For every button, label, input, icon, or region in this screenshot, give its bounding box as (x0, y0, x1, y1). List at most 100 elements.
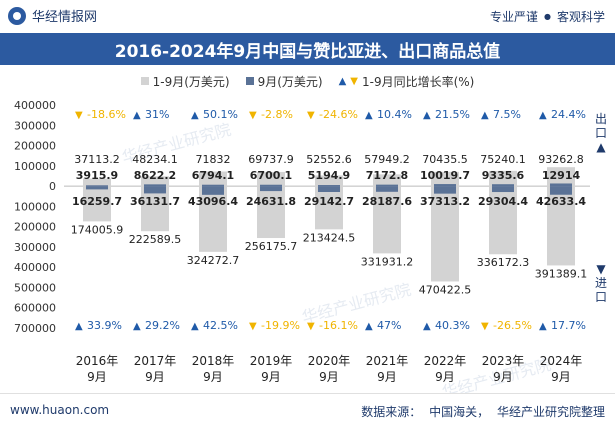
import-ytd-label: 213424.5 (303, 231, 356, 244)
export-month-label: 8622.2 (134, 169, 176, 182)
growth-up-icon: ▲ (133, 110, 141, 121)
import-month-label: 24631.8 (246, 195, 296, 208)
growth-down-icon: ▼ (249, 110, 257, 121)
export-ytd-label: 37113.2 (74, 153, 120, 166)
brand[interactable]: 华经情报网 (8, 6, 97, 25)
growth-up-icon: ▲ (75, 321, 83, 332)
x-tick-label-year: 2017年 (134, 354, 177, 368)
export-month-bar (144, 184, 166, 187)
import-ytd-bar (83, 186, 111, 222)
top-bar: 华经情报网 专业严谨 ● 客观科学 (0, 0, 615, 33)
triangle-down-icon: ▼ (350, 75, 358, 87)
import-ytd-label: 174005.9 (71, 223, 124, 236)
legend-ytd-label: 1-9月(万美元) (152, 74, 230, 89)
footer: www.huaon.com 数据来源： 中国海关， 华经产业研究院整理 (0, 393, 615, 428)
import-month-bar (202, 186, 224, 195)
y-tick-label: 0 (49, 180, 56, 193)
source-label: 数据来源： (361, 405, 422, 419)
growth-down-icon: ▼ (481, 321, 489, 332)
y-tick-label: 500000 (14, 281, 56, 294)
export-month-label: 5194.9 (308, 169, 350, 182)
import-ytd-bar (431, 186, 459, 282)
legend-month-label: 9月(万美元) (257, 74, 323, 89)
source-institute: 华经产业研究院整理 (496, 405, 605, 419)
legend-item-ytd[interactable]: 1-9月(万美元) (140, 73, 230, 90)
import-ytd-bar (315, 186, 343, 230)
export-ytd-bar (199, 171, 227, 187)
growth-up-icon: ▲ (539, 321, 547, 332)
export-month-bar (376, 184, 398, 187)
slogan-dot: ● (544, 12, 551, 21)
import-side-label: ▼ 进口 (593, 262, 609, 304)
export-ytd-bar (315, 175, 343, 187)
import-ytd-bar (373, 186, 401, 254)
growth-up-icon: ▲ (191, 321, 199, 332)
x-tick-label-year: 2018年 (192, 354, 235, 368)
y-tick-label: 100000 (14, 200, 56, 213)
export-growth-rate: 31% (145, 108, 169, 121)
growth-up-icon: ▲ (191, 110, 199, 121)
export-growth-rate: 24.4% (551, 108, 586, 121)
legend-item-month[interactable]: 9月(万美元) (245, 73, 323, 90)
import-ytd-label: 331931.2 (361, 255, 414, 268)
import-growth-rate: 17.7% (551, 319, 586, 332)
x-tick-label-year: 2019年 (250, 354, 293, 368)
growth-up-icon: ▲ (365, 321, 373, 332)
export-ytd-label: 75240.1 (480, 153, 526, 166)
x-tick-label-month: 9月 (551, 370, 571, 384)
import-month-label: 37313.2 (420, 195, 470, 208)
export-growth-rate: 10.4% (377, 108, 412, 121)
export-ytd-bar (373, 174, 401, 187)
export-month-label: 10019.7 (420, 169, 470, 182)
x-tick-label-year: 2022年 (424, 354, 467, 368)
export-month-bar (318, 185, 340, 187)
x-tick-label-month: 9月 (319, 370, 339, 384)
export-ytd-label: 70435.5 (422, 153, 468, 166)
triangle-up-icon: ▲ (338, 75, 347, 87)
legend-light-swatch (140, 77, 149, 85)
x-tick-label-year: 2024年 (540, 354, 583, 368)
down-arrow-icon: ▼ (596, 262, 606, 276)
import-month-bar (260, 186, 282, 192)
export-month-bar (202, 184, 224, 187)
growth-down-icon: ▼ (75, 110, 83, 121)
export-ytd-bar (431, 171, 459, 187)
import-month-label: 16259.7 (72, 195, 122, 208)
growth-up-icon: ▲ (133, 321, 141, 332)
export-month-label: 9335.6 (482, 169, 525, 182)
export-month-bar (434, 184, 456, 187)
import-month-bar (492, 186, 514, 193)
chart-title-bar: 2016-2024年9月中国与赞比亚进、出口商品总值 (0, 33, 615, 65)
export-ytd-label: 71832 (196, 153, 231, 166)
import-growth-rate: 33.9% (87, 319, 122, 332)
chart-legend: 1-9月(万美元) 9月(万美元) ▲ ▼ 1-9月同比增长率(%) (0, 70, 615, 92)
export-month-label: 6700.1 (250, 169, 292, 182)
growth-down-icon: ▼ (307, 321, 315, 332)
import-month-bar (86, 186, 108, 190)
legend-item-growth[interactable]: ▲ ▼ 1-9月同比增长率(%) (339, 73, 475, 90)
import-growth-rate: 47% (377, 319, 401, 332)
import-growth-rate: 40.3% (435, 319, 470, 332)
import-ytd-bar (547, 186, 575, 266)
import-month-bar (376, 186, 398, 192)
chart-title: 2016-2024年9月中国与赞比亚进、出口商品总值 (114, 41, 501, 62)
legend-dark-swatch (245, 77, 254, 85)
export-ytd-label: 69737.9 (248, 153, 294, 166)
import-ytd-bar (141, 186, 169, 232)
up-arrow-icon: ▲ (596, 140, 606, 154)
x-tick-label-month: 9月 (203, 370, 223, 384)
growth-up-icon: ▲ (423, 321, 431, 332)
footer-url[interactable]: www.huaon.com (10, 403, 110, 417)
import-month-bar (434, 186, 456, 194)
import-ytd-label: 324272.7 (187, 254, 240, 267)
import-month-label: 29304.4 (478, 195, 528, 208)
x-tick-label-year: 2020年 (308, 354, 351, 368)
x-tick-label-month: 9月 (377, 370, 397, 384)
y-tick-label: 200000 (14, 140, 56, 153)
growth-up-icon: ▲ (539, 110, 547, 121)
x-tick-label-month: 9月 (435, 370, 455, 384)
bar-chart: 400000 300000 200000 100000 0 100000 200000 300… (14, 99, 590, 384)
import-ytd-label: 256175.7 (245, 240, 298, 253)
footer-source: 数据来源： 中国海关， 华经产业研究院整理 (357, 403, 605, 420)
export-growth-rate: 50.1% (203, 108, 238, 121)
